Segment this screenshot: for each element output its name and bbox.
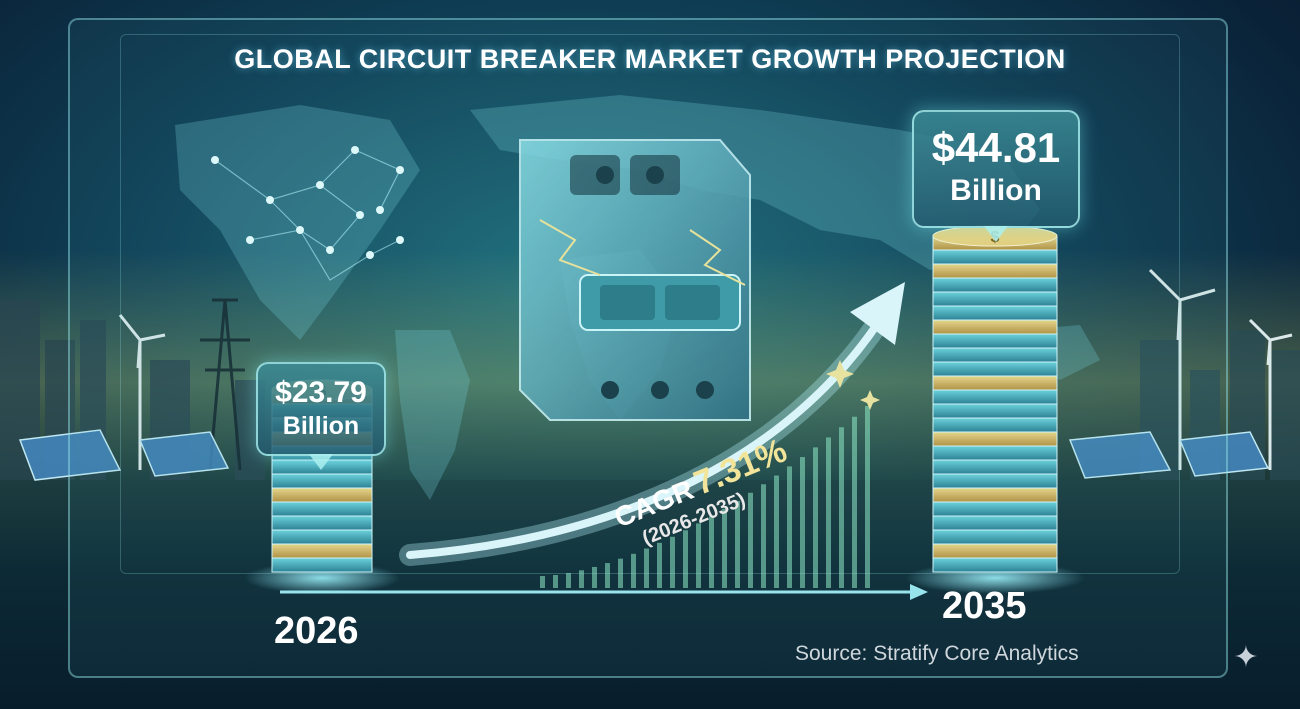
decor-bar — [761, 484, 766, 588]
value-label-2026: $23.79 Billion — [256, 362, 386, 470]
decor-bar — [579, 570, 584, 588]
decor-bar — [722, 508, 727, 588]
value-amount-2026: $23.79 — [275, 376, 367, 409]
value-unit-2035: Billion — [950, 174, 1042, 207]
circuit-breaker-icon — [519, 139, 751, 421]
decor-bar — [813, 447, 818, 588]
decor-bar — [657, 542, 662, 588]
decor-bar — [709, 516, 714, 588]
value-amount-2035: $44.81 — [931, 124, 1061, 171]
decor-bar — [618, 558, 623, 588]
decor-bar — [735, 500, 740, 588]
x-tick-label-2035: 2035 — [942, 585, 1027, 627]
decor-bar — [540, 576, 545, 588]
coin-stack-2035: $ — [905, 225, 1085, 594]
solar-panel-icon — [18, 429, 1270, 481]
growth-arrow-icon — [399, 282, 905, 566]
decor-bar — [774, 475, 779, 588]
decor-bar — [605, 563, 610, 588]
decor-bar — [566, 573, 571, 588]
decor-bar — [787, 466, 792, 588]
value-label-2035: $44.81 Billion — [912, 110, 1080, 242]
decor-bar — [696, 523, 701, 588]
bar-chart-decoration — [540, 406, 870, 588]
decor-bar — [748, 492, 753, 588]
network-nodes — [211, 146, 404, 259]
decor-bar — [800, 457, 805, 588]
x-tick-label-2026: 2026 — [274, 610, 359, 652]
decor-bar — [683, 530, 688, 588]
sparkle-stars — [826, 360, 880, 410]
inner-frame — [120, 34, 1180, 574]
sparkle-icon: ✦ — [1233, 641, 1259, 674]
decor-bar — [631, 553, 636, 588]
decor-bar — [644, 548, 649, 588]
decor-bar — [852, 416, 857, 588]
x-axis-arrow — [280, 584, 928, 600]
ground — [0, 480, 1300, 709]
decor-bar — [553, 575, 558, 588]
value-unit-2026: Billion — [282, 412, 360, 440]
decor-bar — [592, 566, 597, 588]
decor-bar — [826, 437, 831, 588]
source-note: Source: Stratify Core Analytics — [795, 642, 1079, 665]
decor-bar — [670, 536, 675, 588]
power-pylon-icon — [200, 298, 250, 471]
decor-bar — [839, 427, 844, 588]
decor-bar — [865, 406, 870, 588]
wind-turbine-icon — [118, 268, 1293, 470]
chart-title: GLOBAL CIRCUIT BREAKER MARKET GROWTH PRO… — [234, 44, 1066, 74]
